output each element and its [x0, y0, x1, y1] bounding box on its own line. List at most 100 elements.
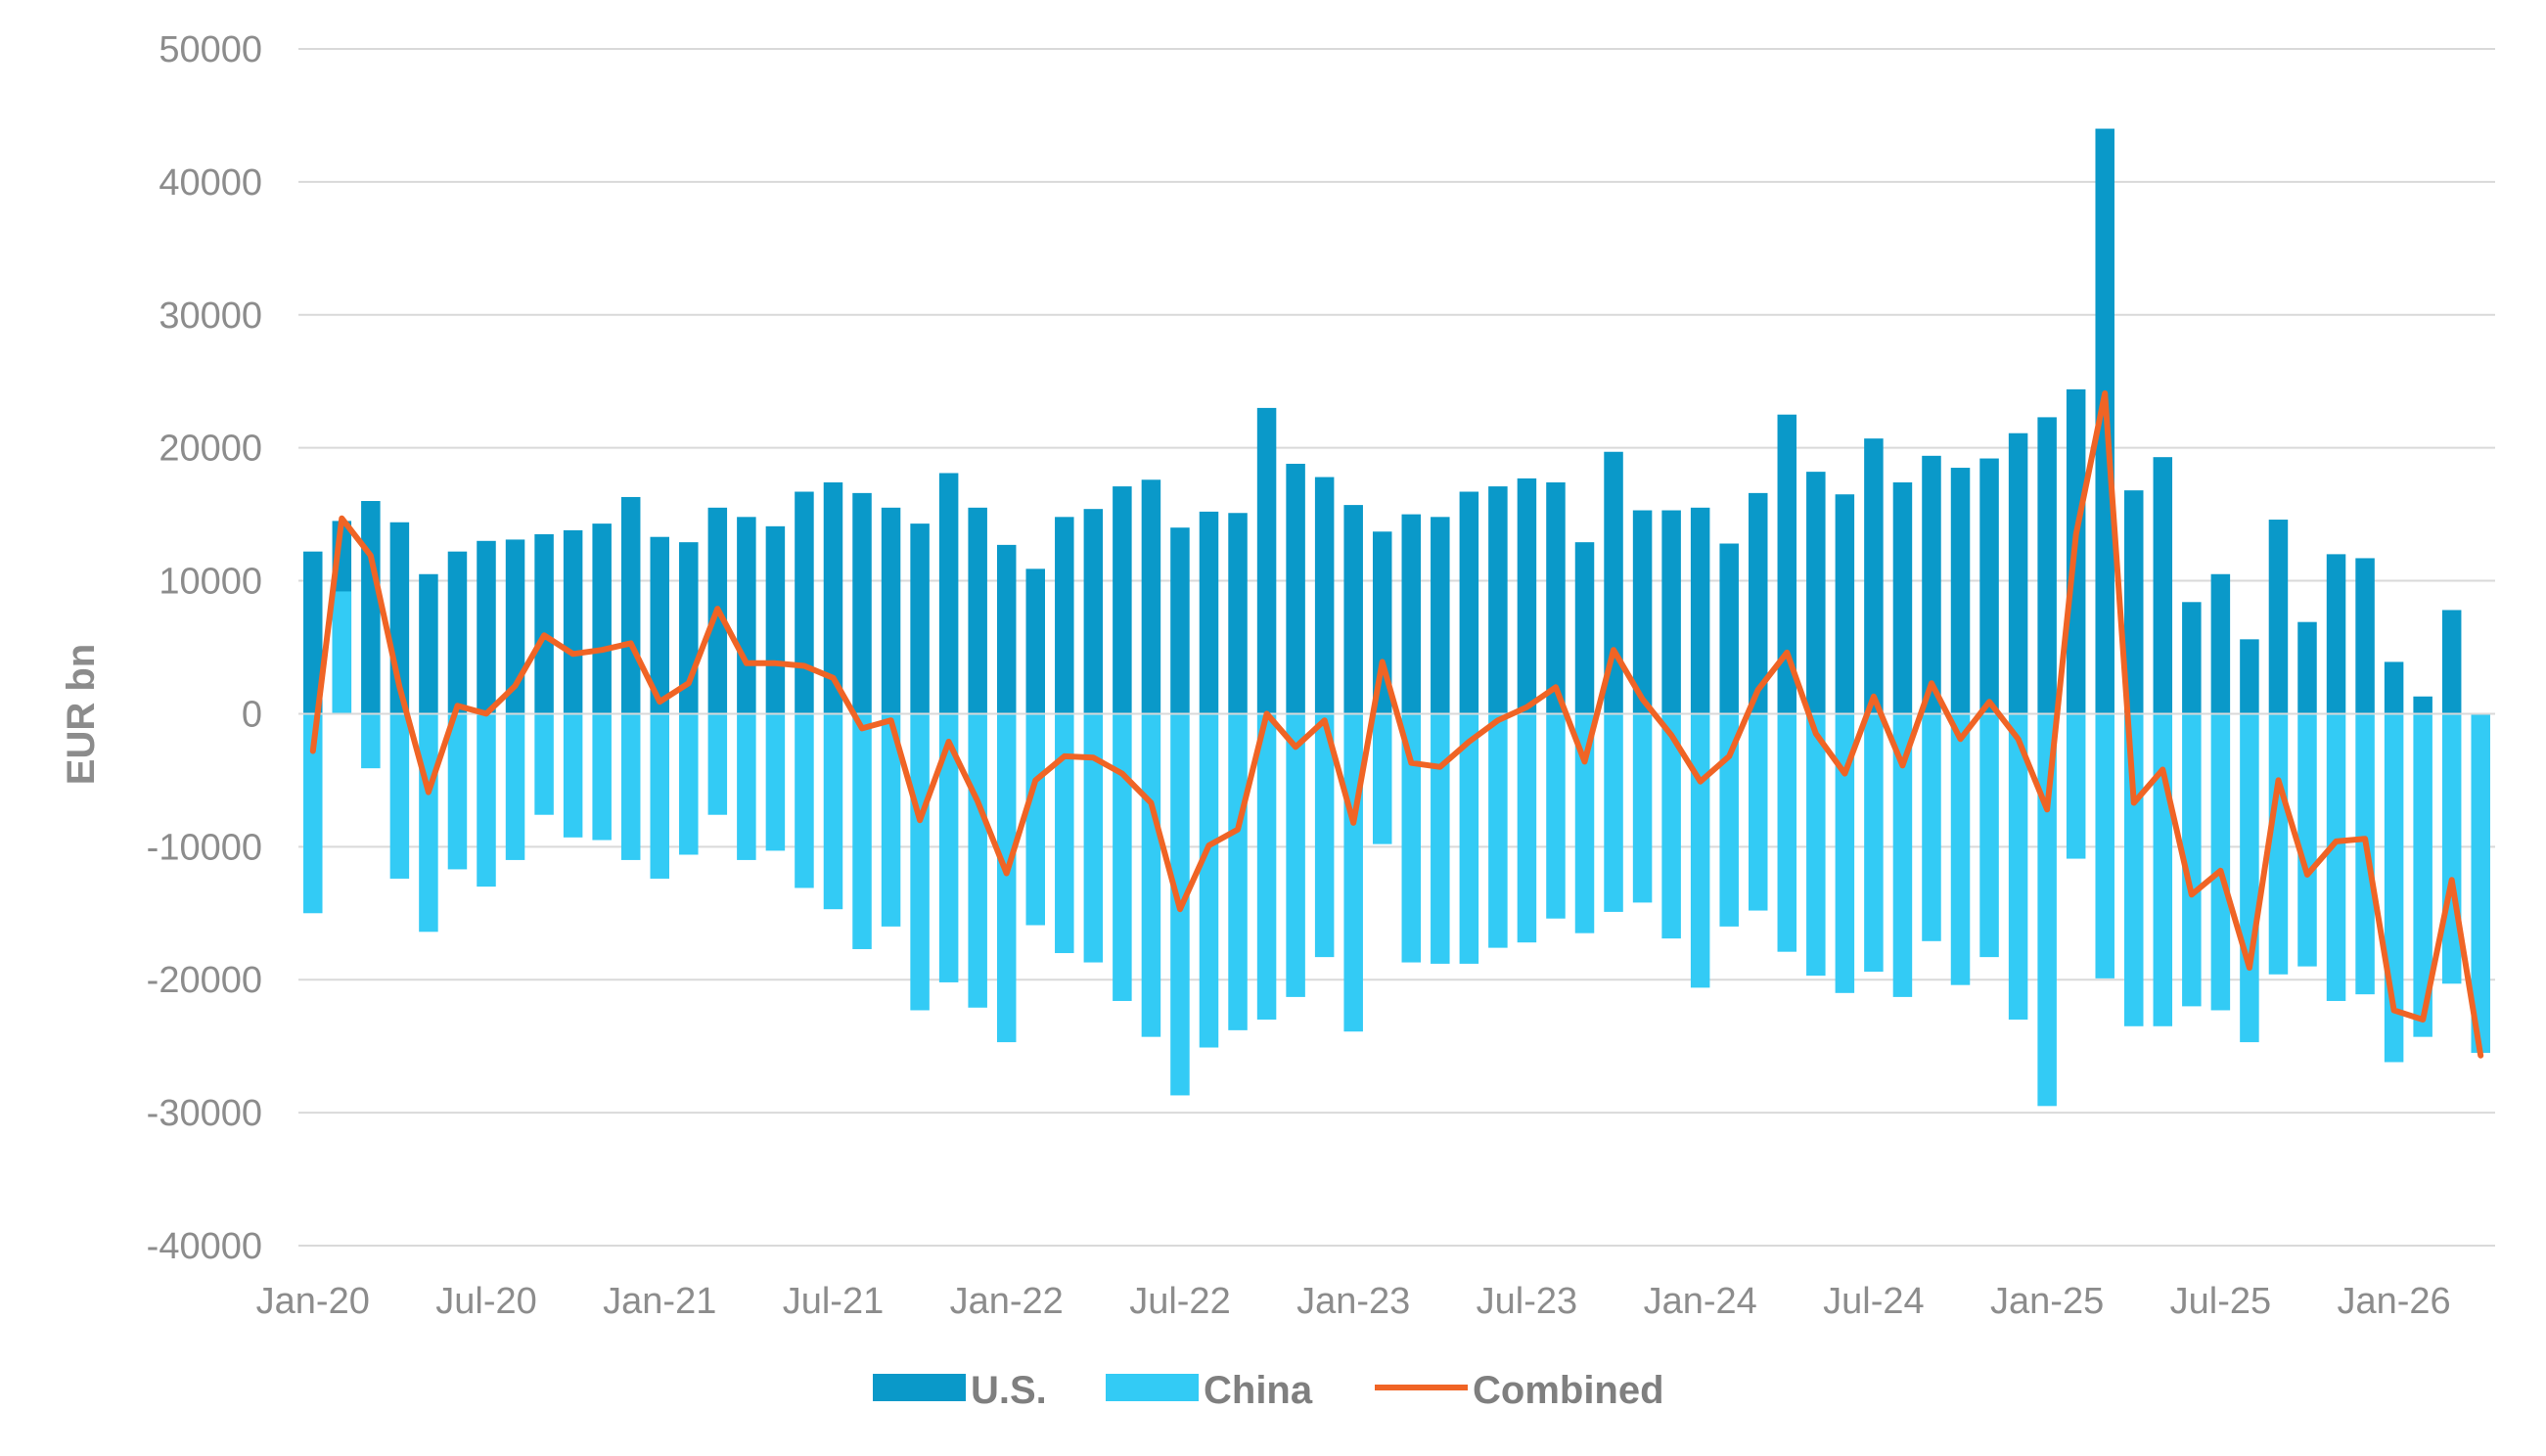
- china-bar: [389, 713, 410, 879]
- u-s-bar: [1661, 510, 1681, 714]
- u-s-bar: [2210, 573, 2231, 714]
- china-bar: [1083, 713, 1104, 963]
- u-s-bar: [1256, 407, 1277, 714]
- u-s-bar: [650, 536, 669, 714]
- u-s-bar: [1343, 505, 1363, 714]
- china-bar: [620, 713, 641, 860]
- combined-line: [309, 390, 2484, 1059]
- u-s-bar: [592, 523, 612, 714]
- x-tick-label: Jan-23: [1296, 1281, 1410, 1322]
- china-bar: [707, 713, 728, 815]
- x-tick-label: Jul-24: [1823, 1281, 1925, 1322]
- china-bar: [1632, 713, 1653, 903]
- u-s-bar: [996, 544, 1017, 714]
- u-s-bar: [1546, 481, 1566, 714]
- y-tick-label: 50000: [159, 29, 262, 70]
- u-s-bar: [1431, 517, 1450, 714]
- y-axis-ticks: 50000 40000 30000 20000 10000 0 -10000 -20000 -3…: [147, 29, 262, 1267]
- bars: [303, 128, 2490, 1107]
- u-s-bar: [765, 525, 786, 714]
- u-s-bar: [1979, 458, 1999, 714]
- y-tick-label: 40000: [159, 162, 262, 204]
- u-s-bar: [1864, 438, 1884, 714]
- combined-series-line: [309, 390, 2484, 1059]
- china-bar: [2326, 713, 2346, 1001]
- china-bar: [938, 713, 959, 982]
- u-s-bar: [2037, 417, 2057, 714]
- china-bar: [1661, 713, 1681, 939]
- u-s-bar: [1806, 472, 1826, 714]
- u-s-bar: [1170, 527, 1190, 714]
- china-bar: [332, 591, 352, 714]
- u-s-bar: [910, 523, 930, 714]
- china-bar: [679, 713, 699, 855]
- y-tick-label: 20000: [159, 429, 262, 470]
- china-bar: [1719, 713, 1739, 927]
- china-bar: [1431, 713, 1450, 964]
- y-tick-label: -40000: [147, 1226, 262, 1267]
- u-s-bar: [2355, 558, 2375, 714]
- china-bar: [2182, 713, 2202, 1007]
- china-bar: [361, 713, 381, 769]
- u-s-bar: [737, 517, 756, 714]
- china-bar: [419, 713, 438, 933]
- y-axis-title: EUR bn: [60, 644, 103, 785]
- u-s-bar: [1228, 513, 1248, 714]
- u-s-bar: [1719, 543, 1739, 714]
- u-s-bar: [1690, 507, 1710, 714]
- x-tick-label: Jan-22: [950, 1281, 1064, 1322]
- china-bar: [1835, 713, 1855, 993]
- china-bar: [1690, 713, 1710, 988]
- u-s-bar: [477, 540, 496, 714]
- china-bar: [2471, 713, 2490, 1053]
- y-tick-label: -10000: [147, 827, 262, 868]
- y-tick-label: -30000: [147, 1093, 262, 1134]
- u-s-bar: [1488, 486, 1508, 714]
- china-bar: [1055, 713, 1074, 954]
- y-tick-label: 0: [242, 694, 262, 735]
- u-s-bar: [1950, 468, 1971, 714]
- u-s-bar: [1574, 542, 1595, 714]
- u-s-bar: [1055, 517, 1074, 714]
- u-s-bar: [2441, 610, 2462, 714]
- china-bar: [592, 713, 612, 841]
- x-tick-label: Jul-21: [783, 1281, 885, 1322]
- china-bar: [823, 713, 843, 910]
- china-bar: [1922, 713, 1941, 941]
- x-axis-ticks: Jan-20 Jul-20 Jan-21 Jul-21 Jan-22 Jul-22 Jan-…: [256, 1281, 2451, 1322]
- u-s-bar: [795, 491, 814, 714]
- u-s-bar: [361, 501, 381, 714]
- u-s-bar: [2384, 661, 2404, 714]
- u-s-bar: [852, 492, 872, 714]
- u-s-bar: [2413, 696, 2432, 714]
- u-s-bar: [1922, 455, 1941, 714]
- u-s-bar: [1401, 514, 1422, 714]
- legend-label-combined: Combined: [1473, 1369, 1664, 1412]
- china-bar: [2124, 713, 2144, 1026]
- china-bar: [1748, 713, 1768, 911]
- u-s-bar: [2182, 602, 2202, 714]
- china-bar: [1199, 713, 1219, 1048]
- china-bar: [765, 713, 786, 851]
- u-s-bar: [563, 529, 583, 714]
- u-s-bar: [1199, 511, 1219, 714]
- y-tick-label: -20000: [147, 960, 262, 1001]
- china-bar: [2095, 713, 2114, 978]
- china-bar: [2240, 713, 2259, 1043]
- china-bar: [505, 713, 525, 860]
- china-bar: [1256, 713, 1277, 1020]
- u-s-bar: [2124, 490, 2144, 714]
- china-bar: [1892, 713, 1913, 997]
- china-bar: [1488, 713, 1508, 948]
- china-bar: [2413, 713, 2432, 1037]
- china-bar: [1372, 713, 1392, 844]
- china-bar: [1401, 713, 1422, 963]
- u-s-bar: [2008, 432, 2028, 714]
- u-s-bar: [2153, 457, 2173, 714]
- china-bar: [1806, 713, 1826, 977]
- china-bar: [1459, 713, 1479, 964]
- china-bar: [1864, 713, 1884, 973]
- u-s-bar: [447, 551, 468, 714]
- china-bar: [1777, 713, 1797, 952]
- china-bar: [650, 713, 669, 879]
